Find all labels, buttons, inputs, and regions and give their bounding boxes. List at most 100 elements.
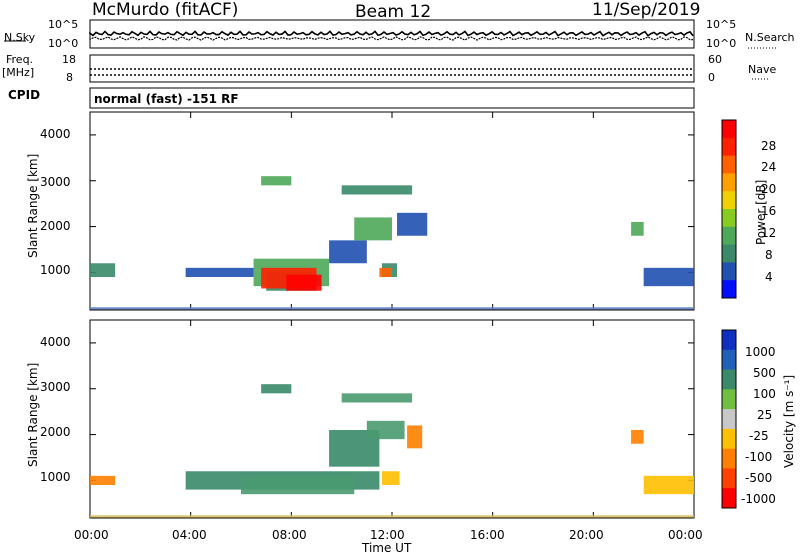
velocity-echo-neg-0 <box>90 475 116 485</box>
velocity-cbar-tick-neg500: -500 <box>745 471 773 485</box>
cpid-value: normal (fast) -151 RF <box>94 92 239 106</box>
velocity-colorbar-swatch-6 <box>722 448 736 469</box>
xtick-1200: 12:00 <box>370 528 405 542</box>
velocity-cbar-tick-1000: 1000 <box>745 345 776 359</box>
velocity-colorbar-swatch-5 <box>722 428 736 450</box>
cpid-label: CPID <box>8 88 41 102</box>
velocity-ytick-1000: 1000 <box>40 470 71 484</box>
power-cbar-tick-8: 8 <box>765 248 773 262</box>
velocity-echo-neg-3 <box>381 471 400 485</box>
xtick-2000: 20:00 <box>569 528 604 542</box>
power-echo-strong-1 <box>286 274 322 291</box>
xtick-0800: 08:00 <box>272 528 307 542</box>
velocity-ytick-4000: 4000 <box>40 335 71 349</box>
freq-unit-label: [MHz] <box>2 66 35 79</box>
nsearch-label: N.Search <box>745 31 795 44</box>
velocity-echo-1 <box>241 475 355 495</box>
power-groundscatter-0 <box>90 307 694 310</box>
xtick-2400: 00:00 <box>668 528 703 542</box>
velocity-echo-neg-4 <box>407 425 423 449</box>
xtick-1600: 16:00 <box>470 528 505 542</box>
date-label: 11/Sep/2019 <box>592 0 701 20</box>
xaxis-label: Time UT <box>362 541 412 555</box>
velocity-colorbar-swatch-8 <box>722 488 736 509</box>
power-echo-0 <box>90 263 116 277</box>
nave-tick-top: 60 <box>708 53 722 66</box>
power-cbar-tick-24: 24 <box>761 160 777 174</box>
velocity-ylabel: Slant Range [km] <box>26 362 40 467</box>
power-ylabel: Slant Range [km] <box>26 153 40 258</box>
velocity-colorbar-frame <box>721 329 737 509</box>
power-echo-7 <box>397 212 428 236</box>
velocity-ytick-2000: 2000 <box>40 425 71 439</box>
power-colorbar-swatch-0 <box>722 120 736 139</box>
power-colorbar-swatch-6 <box>722 226 736 246</box>
power-colorbar-swatch-3 <box>722 173 736 192</box>
velocity-echo-4 <box>261 384 292 394</box>
power-echo-strong-2 <box>379 267 392 277</box>
power-cbar-tick-20: 20 <box>761 182 777 196</box>
nsky-tick-top: 10^5 <box>48 18 79 31</box>
power-ytick-3000: 3000 <box>40 175 71 189</box>
power-echo-1 <box>185 267 254 277</box>
power-echo-10 <box>643 267 694 287</box>
nsearch-tick-top: 10^5 <box>706 18 737 31</box>
power-ytick-1000: 1000 <box>40 263 71 277</box>
velocity-echo-neg-1 <box>643 475 694 495</box>
power-colorbar-swatch-5 <box>722 209 736 228</box>
velocity-cbar-tick-25: 25 <box>757 408 773 422</box>
power-echo-11 <box>631 222 644 236</box>
nave-label: Nave <box>748 63 777 76</box>
velocity-groundscatter-0 <box>90 515 694 518</box>
power-cbar-tick-12: 12 <box>761 226 777 240</box>
power-colorbar-swatch-7 <box>722 244 736 263</box>
velocity-cbar-tick-100: 100 <box>753 387 776 401</box>
nsky-tick-bottom: 10^0 <box>48 37 79 50</box>
freq-label: Freq. <box>6 53 34 66</box>
nsky-label: N.Sky <box>4 31 36 44</box>
power-colorbar-frame <box>721 119 737 299</box>
velocity-colorbar-swatch-4 <box>722 409 736 430</box>
power-echo-5 <box>354 217 392 241</box>
power-colorbar-swatch-1 <box>722 137 736 157</box>
power-echo-8 <box>261 176 292 186</box>
power-colorbar-swatch-2 <box>722 155 736 174</box>
velocity-cbar-tick-neg25: -25 <box>749 429 769 443</box>
freq-tick-bottom: 8 <box>66 71 73 84</box>
xtick-0000: 00:00 <box>74 528 109 542</box>
velocity-panel-frame <box>89 319 695 519</box>
velocity-colorbar-swatch-1 <box>722 349 736 371</box>
freq-tick-top: 18 <box>62 53 76 66</box>
cpid-panel-frame <box>89 87 695 109</box>
velocity-echo-neg-2 <box>631 430 644 444</box>
xtick-0400: 04:00 <box>172 528 207 542</box>
power-ytick-4000: 4000 <box>40 127 71 141</box>
power-cbar-tick-28: 28 <box>761 139 777 153</box>
power-echo-4 <box>329 240 367 264</box>
power-ytick-2000: 2000 <box>40 219 71 233</box>
velocity-colorbar-swatch-2 <box>722 369 736 390</box>
power-echo-9 <box>341 185 413 195</box>
velocity-ytick-3000: 3000 <box>40 380 71 394</box>
velocity-colorbar-swatch-0 <box>722 330 736 351</box>
velocity-cbar-tick-neg100: -100 <box>745 450 773 464</box>
velocity-colorbar-swatch-7 <box>722 468 736 489</box>
nsearch-tick-bottom: 10^0 <box>706 37 737 50</box>
power-panel-frame <box>89 111 695 311</box>
power-colorbar-swatch-9 <box>722 280 736 299</box>
power-cbar-tick-16: 16 <box>761 204 777 218</box>
power-colorbar-swatch-8 <box>722 262 736 281</box>
station-title: McMurdo (fitACF) <box>92 0 239 20</box>
power-cbar-label: Power [dB] <box>754 179 768 245</box>
power-cbar-tick-4: 4 <box>765 270 773 284</box>
velocity-echo-5 <box>341 393 413 403</box>
velocity-cbar-tick-neg1000: -1000 <box>741 492 776 506</box>
nave-tick-bottom: 0 <box>708 71 715 84</box>
beam-label: Beam 12 <box>355 2 432 22</box>
nsearch-trace <box>89 36 694 41</box>
nsky-trace <box>89 30 694 37</box>
power-colorbar-swatch-4 <box>722 191 736 210</box>
velocity-echo-3 <box>366 420 405 440</box>
velocity-colorbar-swatch-3 <box>722 389 736 410</box>
